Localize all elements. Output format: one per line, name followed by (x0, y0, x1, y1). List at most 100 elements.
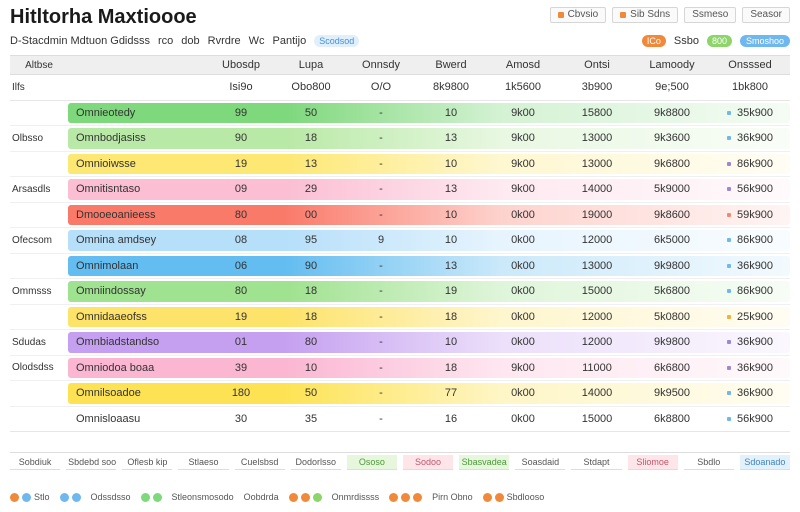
footer-cell[interactable]: Stdapt (571, 455, 622, 470)
toolbar-menu-item[interactable]: rco (158, 35, 174, 47)
top-action-button[interactable]: Seasor (742, 7, 790, 23)
toolbar-menu-item[interactable]: dob (181, 35, 200, 47)
table-cell: 5k9000 (653, 183, 691, 196)
legend-item[interactable] (389, 492, 423, 502)
table-row[interactable]: Olodsdss Omniodoa boaa 39 10 - 18 9k00 11000 6k6… (10, 356, 790, 381)
table-cell: 35k900 (710, 107, 790, 119)
legend-item[interactable] (288, 492, 322, 502)
marker-icon (726, 365, 731, 370)
legend-item[interactable]: Onmrdissss (332, 492, 380, 502)
table-cell: 12000 (581, 234, 613, 247)
footer-legend: Stlo Odssdsso Stleonsmosodo Oobdrda Onmrdiss… (10, 488, 790, 506)
legend-item[interactable]: Oobdrda (244, 492, 279, 502)
table-cell: 12000 (581, 310, 613, 323)
column-header[interactable]: Ontsi (584, 59, 610, 71)
table-row[interactable]: Ommsss Omniindossay 80 18 - 19 0k00 15000 5k6800… (10, 279, 790, 305)
summary-cell: Isi9o (229, 81, 253, 94)
table-row[interactable]: Omnieotedy 99 50 - 10 9k00 15800 9k8800 35k900 (10, 101, 790, 126)
table-cell: 9k6800 (653, 157, 691, 170)
legend-item[interactable]: Stlo (10, 492, 50, 502)
status-tag-orange[interactable]: ICo (641, 35, 666, 47)
footer-cell[interactable]: Sbdlo (683, 455, 734, 470)
table-row[interactable]: Omnimolaan 06 90 - 13 0k00 13000 9k9800 36k900 (10, 254, 790, 279)
table-row[interactable]: Dmooeoanieess 80 00 - 10 0k00 19000 9k8600 59k90… (10, 203, 790, 228)
table-row[interactable]: Arsasdls Omnitisntaso 09 29 - 13 9k00 14000 5k90… (10, 177, 790, 203)
table-row[interactable]: Sdudas Omnbiadstandso 01 80 - 10 0k00 12000 9k98… (10, 330, 790, 356)
legend-item[interactable] (140, 492, 162, 502)
row-group-label: Arsasdls (12, 183, 51, 195)
table-cell: 10 (304, 361, 318, 374)
circle-icon (482, 492, 492, 502)
table-cell: 25k900 (710, 311, 790, 323)
toolbar-menu-item[interactable]: Pantijo (272, 35, 307, 47)
column-header[interactable]: Onnsdy (362, 59, 400, 71)
toolbar-pill[interactable]: Scodsod (314, 35, 360, 47)
grid-header: Altbse Ubosdp Lupa Onnsdy Bwerd Amosd Ontsi Lam… (10, 55, 790, 75)
column-header[interactable]: Altbse (25, 59, 53, 71)
table-row[interactable]: Omnidaaeofss 19 18 - 18 0k00 12000 5k0800 25k900 (10, 305, 790, 330)
row-label: Omnioiwsse (76, 157, 136, 170)
column-header[interactable]: Amosd (505, 59, 541, 71)
table-row[interactable]: Omnilsoadoe 180 50 - 77 0k00 14000 9k9500 36k900 (10, 381, 790, 407)
table-row[interactable]: Ofecsom Omnina amdsey 08 95 9 10 0k00 12000 6k50… (10, 228, 790, 254)
table-cell-value: 36k900 (736, 361, 774, 374)
toolbar-menu-item[interactable]: D-Stacdmin Mdtuon Gdidsss (10, 35, 150, 47)
toolbar-menu-item[interactable]: Wc (248, 35, 265, 47)
table-cell: 19000 (581, 208, 613, 221)
summary-row[interactable]: Ilfs Isi9o Obo800 O/O 8k9800 1k5600 3b900 9e;50… (10, 75, 790, 101)
table-cell: 9k00 (511, 361, 535, 374)
column-header[interactable]: Lamoody (649, 59, 695, 71)
top-action-button[interactable]: Sib Sdns (612, 7, 679, 23)
table-cell: 13 (444, 183, 458, 196)
title-bar: Hitltorha Maxtioooe Cbvsio Sib Sdns Ssmeso… (0, 0, 800, 30)
legend-item[interactable]: Stleonsmosodo (172, 492, 234, 502)
marker-icon (726, 289, 731, 294)
column-header[interactable]: Onsssed (728, 59, 772, 71)
column-header[interactable]: Bwerd (435, 59, 467, 71)
table-cell: 0k00 (511, 310, 535, 323)
circle-icon (71, 492, 81, 502)
table-cell: 14000 (581, 183, 613, 196)
legend-item[interactable] (59, 492, 81, 502)
footer-cell[interactable]: Soasdaid (515, 455, 566, 470)
footer-cell[interactable]: Dodorlsso (290, 455, 341, 470)
status-tag-green[interactable]: 800 (706, 35, 732, 47)
row-highlight-band (68, 281, 790, 302)
legend-item[interactable]: Odssdsso (91, 492, 131, 502)
row-label: Omnina amdsey (76, 234, 157, 247)
table-cell: 13000 (581, 132, 613, 145)
footer-cell[interactable]: Stlaeso (178, 455, 229, 470)
circle-icon (413, 492, 423, 502)
footer-cell[interactable]: Sdoanado (739, 455, 790, 470)
table-row[interactable]: Omnisloaasu 30 35 - 16 0k00 15000 6k8800 56k900 (10, 407, 790, 432)
footer-cell[interactable]: Sbasvadea (459, 455, 510, 470)
footer-cell[interactable]: Sbdebd soo (66, 455, 117, 470)
row-label: Omniindossay (76, 285, 146, 298)
status-label: Ssbo (673, 35, 699, 47)
table-cell: 19 (234, 310, 248, 323)
column-header[interactable]: Ubosdp (222, 59, 260, 71)
table-row[interactable]: Olbsso Omnbodjasiss 90 18 - 13 9k00 13000 9k3600… (10, 126, 790, 152)
footer-cell[interactable]: Oflesb kip (122, 455, 173, 470)
top-action-label: Seasor (750, 9, 782, 20)
top-action-button[interactable]: Ssmeso (684, 7, 737, 23)
table-cell: - (379, 183, 383, 196)
legend-item[interactable]: Sbdlooso (482, 492, 544, 502)
row-highlight-band (68, 306, 790, 327)
table-cell-value: 25k900 (736, 310, 774, 323)
top-action-button[interactable]: Cbvsio (549, 7, 607, 23)
footer-cell[interactable]: Sobdiuk (10, 455, 61, 470)
footer-cell[interactable]: Sliomoe (627, 455, 678, 470)
footer-cell[interactable]: Cuelsbsd (234, 455, 285, 470)
table-row[interactable]: Omnioiwsse 19 13 - 10 9k00 13000 9k6800 86k900 (10, 152, 790, 177)
marker-icon (726, 263, 731, 268)
toolbar-menu-item[interactable]: Rvrdre (207, 35, 241, 47)
legend-item[interactable]: Pirn Obno (432, 492, 473, 502)
table-cell: 9k3600 (653, 132, 691, 145)
footer-cell[interactable]: Sodoo (402, 455, 454, 470)
status-tag-blue[interactable]: Smoshoo (739, 35, 790, 47)
table-cell: 01 (234, 336, 248, 349)
footer-cell[interactable]: Ososo (346, 455, 397, 470)
table-cell: 9k9800 (653, 259, 691, 272)
column-header[interactable]: Lupa (298, 59, 324, 71)
